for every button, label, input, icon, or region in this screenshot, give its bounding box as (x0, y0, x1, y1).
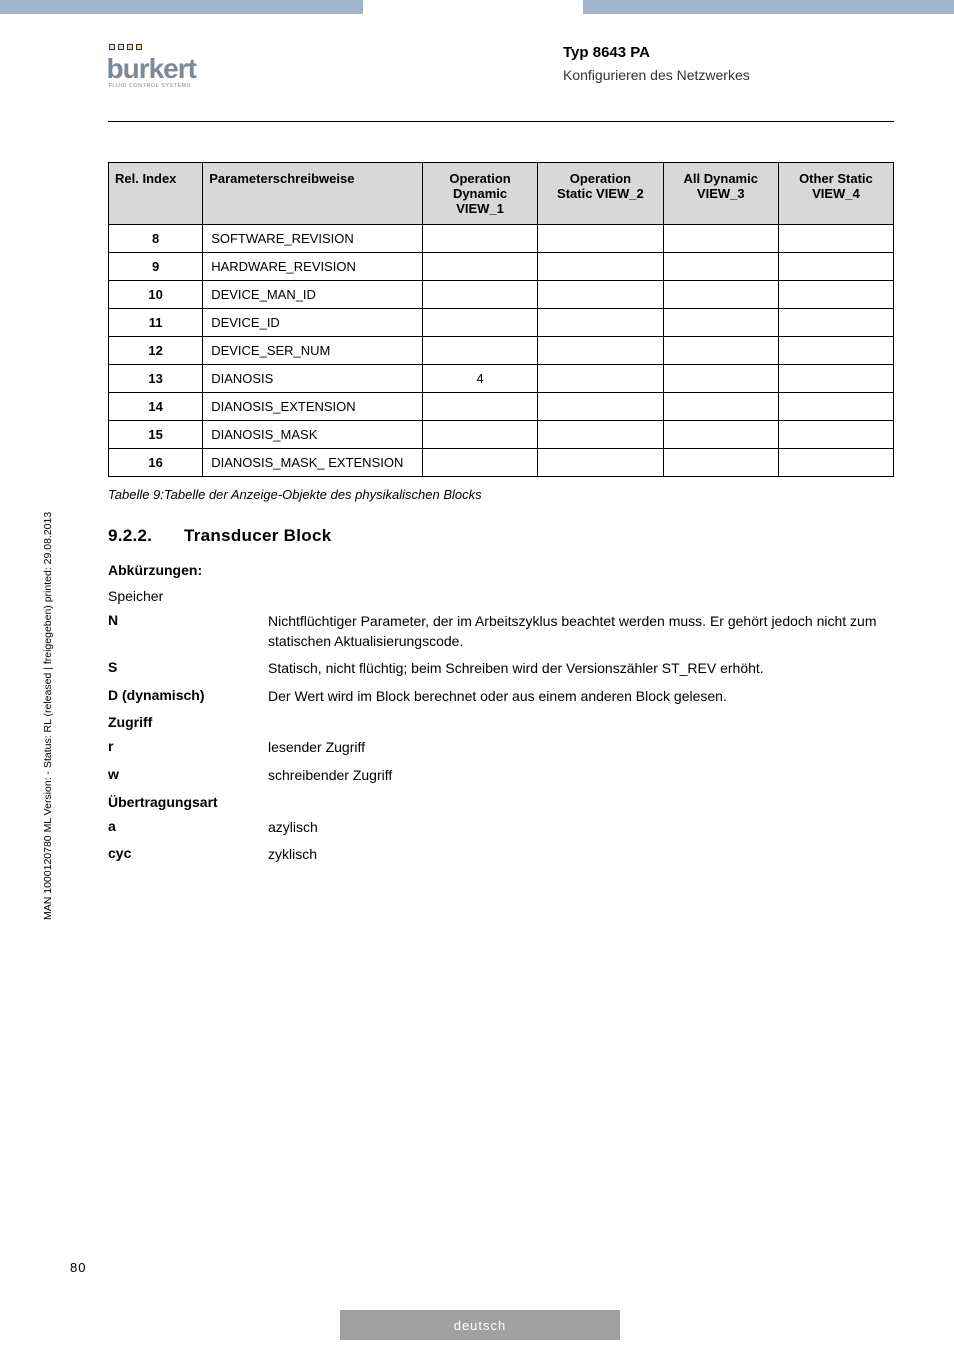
top-decorative-bars (0, 0, 954, 14)
def-term: a (108, 818, 268, 838)
parameter-table: Rel. Index Parameterschreibweise Operati… (108, 162, 894, 477)
def-term: D (dynamisch) (108, 687, 268, 707)
def-row: S Statisch, nicht flüchtig; beim Schreib… (108, 659, 894, 679)
th-view1: Operation Dynamic VIEW_1 (422, 163, 537, 225)
def-body: schreibender Zugriff (268, 766, 894, 786)
table-row: 16 DIANOSIS_MASK_ EXTENSION (109, 449, 894, 477)
table-body: 8 SOFTWARE_REVISION 9 HARDWARE_REVISION (109, 225, 894, 477)
page-number: 80 (70, 1260, 86, 1275)
table-row: 8 SOFTWARE_REVISION (109, 225, 894, 253)
side-print-info: MAN 1000120780 ML Version: - Status: RL … (42, 512, 54, 920)
def-row: D (dynamisch) Der Wert wird im Block ber… (108, 687, 894, 707)
table-row: 15 DIANOSIS_MASK (109, 421, 894, 449)
def-body: Nichtflüchtiger Parameter, der im Arbeit… (268, 612, 894, 651)
def-row: r lesender Zugriff (108, 738, 894, 758)
def-term: N (108, 612, 268, 651)
def-body: azylisch (268, 818, 894, 838)
def-term: S (108, 659, 268, 679)
def-row: a azylisch (108, 818, 894, 838)
transmission-label: Übertragungsart (108, 794, 894, 810)
table-row: 14 DIANOSIS_EXTENSION (109, 393, 894, 421)
th-view3: All Dynamic VIEW_3 (663, 163, 778, 225)
def-term: cyc (108, 845, 268, 865)
section-title: Transducer Block (184, 526, 331, 545)
def-body: Statisch, nicht flüchtig; beim Schreiben… (268, 659, 894, 679)
def-body: lesender Zugriff (268, 738, 894, 758)
table-row: 9 HARDWARE_REVISION (109, 253, 894, 281)
logo-name: burkert (107, 53, 257, 85)
page-header: burkert FLUID CONTROL SYSTEMS Typ 8643 P… (0, 14, 954, 109)
table-caption: Tabelle 9:Tabelle der Anzeige-Objekte de… (108, 487, 894, 502)
abbreviations-label: Abkürzungen: (108, 562, 894, 578)
section-heading: 9.2.2.Transducer Block (108, 526, 894, 546)
def-term: r (108, 738, 268, 758)
def-row: N Nichtflüchtiger Parameter, der im Arbe… (108, 612, 894, 651)
table-row: 13 DIANOSIS 4 (109, 365, 894, 393)
header-title: Typ 8643 PA (563, 44, 894, 61)
th-view2: Operation Static VIEW_2 (538, 163, 664, 225)
def-term: w (108, 766, 268, 786)
th-view4: Other Static VIEW_4 (778, 163, 893, 225)
header-subtitle: Konfigurieren des Netzwerkes (563, 67, 894, 83)
logo-tag: FLUID CONTROL SYSTEMS (109, 83, 257, 89)
table-row: 12 DEVICE_SER_NUM (109, 337, 894, 365)
logo: burkert FLUID CONTROL SYSTEMS (107, 44, 257, 89)
footer-language: deutsch (340, 1310, 620, 1340)
th-rel-index: Rel. Index (109, 163, 203, 225)
th-param: Parameterschreibweise (203, 163, 423, 225)
def-row: w schreibender Zugriff (108, 766, 894, 786)
access-label: Zugriff (108, 714, 894, 730)
storage-label: Speicher (108, 588, 894, 604)
def-body: zyklisch (268, 845, 894, 865)
table-row: 11 DEVICE_ID (109, 309, 894, 337)
table-row: 10 DEVICE_MAN_ID (109, 281, 894, 309)
def-row: cyc zyklisch (108, 845, 894, 865)
section-number: 9.2.2. (108, 526, 184, 546)
def-body: Der Wert wird im Block berechnet oder au… (268, 687, 894, 707)
